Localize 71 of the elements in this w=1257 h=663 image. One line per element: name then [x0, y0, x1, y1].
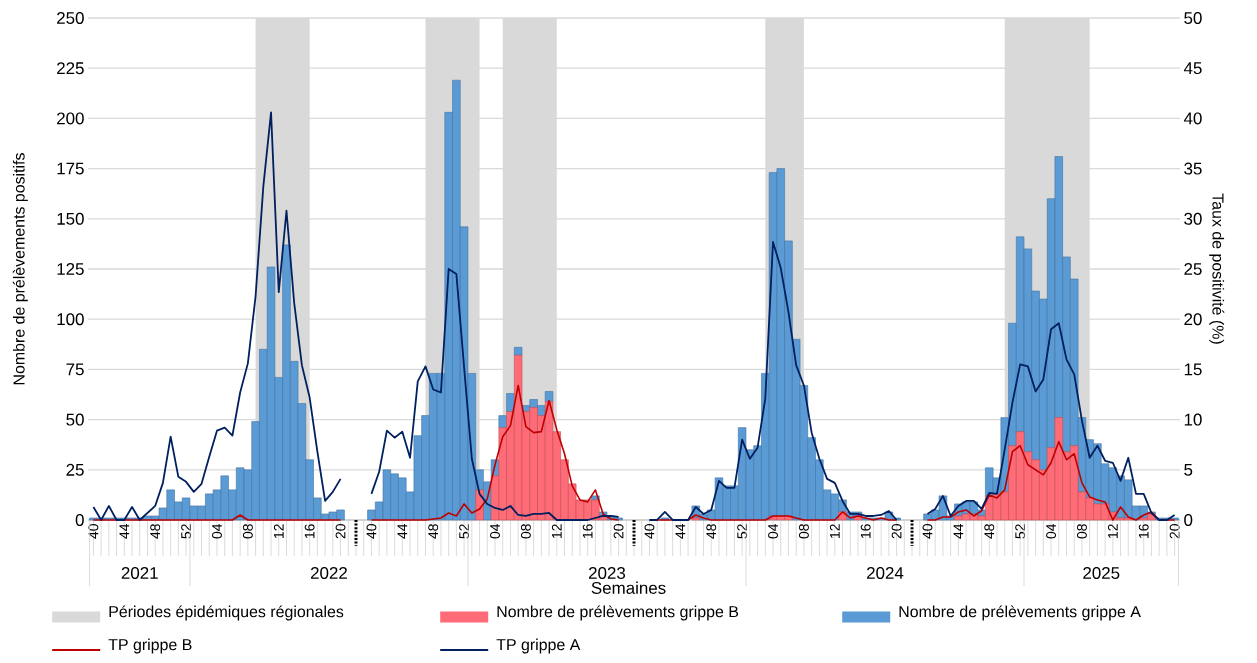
x-tick-label: 44	[953, 523, 964, 539]
x-tick-label: 52	[1015, 524, 1026, 539]
x-tick-label: 16	[582, 524, 593, 538]
y2-tick-label: 35	[1184, 162, 1202, 175]
text: 2021	[121, 567, 158, 579]
x-tick-label: 04	[1046, 523, 1056, 539]
x-tick-label: 12	[551, 524, 562, 538]
y2-tick-label: 45	[1183, 62, 1202, 75]
y-tick-label: 200	[57, 112, 84, 125]
y2-tick-label: 30	[1184, 212, 1202, 225]
y-tick-label: 0	[75, 514, 84, 526]
x-tick-label: 12	[829, 524, 840, 538]
legend-label: TP grippe B	[108, 638, 192, 654]
x-tick-label: 44	[675, 523, 686, 539]
x-tick-label: 20	[335, 524, 346, 539]
x-tick-label: 04	[490, 523, 500, 539]
x-tick-label: 44	[397, 523, 408, 539]
x-tick-label: 48	[984, 524, 995, 539]
y-tick-label: 225	[57, 62, 84, 75]
y2-tick-label: 25	[1184, 263, 1202, 275]
x-tick-label: 16	[304, 524, 315, 538]
y-tick-label: 25	[66, 463, 84, 476]
text: 2023	[589, 567, 626, 579]
y-tick-label: 50	[66, 413, 84, 426]
x-tick-label: 04	[212, 523, 222, 539]
y-tick-label: 150	[57, 212, 84, 225]
text: Périodes épidémiques régionales	[109, 605, 344, 621]
y-tick-label: 175	[57, 162, 84, 175]
x-tick-label: 40	[644, 524, 655, 539]
y2-axis-title: Taux de positivité (%)	[1209, 193, 1225, 344]
x-tick-label: 52	[459, 524, 470, 539]
text: 2022	[310, 567, 347, 579]
x-tick-label: 44	[119, 523, 130, 539]
y-tick-label: 100	[57, 313, 84, 326]
x-tick-label: 20	[891, 524, 902, 539]
y-axis-title: Nombre de prélèvements positifs	[12, 153, 28, 385]
legend-label: TP grippe A	[496, 638, 581, 654]
x-tick-label: 48	[150, 524, 161, 539]
legend-label: Nombre de prélèvements grippe B	[497, 605, 739, 621]
y2-tick-label: 50	[1184, 12, 1202, 24]
text: 2025	[1083, 567, 1120, 579]
x-tick-label: 08	[520, 524, 531, 539]
legend-label: Nombre de prélèvements grippe A	[899, 605, 1141, 621]
x-tick-label: 40	[922, 524, 933, 539]
text: 2024	[867, 567, 904, 579]
x-tick-label: 48	[428, 524, 439, 539]
x-tick-label: 52	[181, 524, 192, 539]
y2-tick-label: 0	[1184, 514, 1193, 526]
x-tick-label: 20	[613, 524, 624, 539]
x-tick-label: 08	[798, 524, 809, 539]
x-tick-label: 40	[88, 524, 99, 539]
x-tick-label: 20	[1169, 524, 1180, 539]
x-tick-label: 12	[1107, 524, 1118, 538]
x-tick-label: 40	[366, 524, 377, 539]
x-tick-label: 16	[860, 524, 871, 538]
x-tick-label: 16	[1138, 524, 1149, 538]
y2-tick-label: 40	[1183, 112, 1202, 125]
x-tick-label: 12	[273, 524, 284, 538]
y2-tick-label: 15	[1184, 363, 1202, 376]
y2-tick-label: 10	[1184, 413, 1202, 426]
x-tick-label: 48	[706, 524, 717, 539]
x-axis-title: Semaines	[591, 581, 666, 594]
x-tick-label: 04	[768, 523, 778, 539]
y-tick-label: 250	[57, 12, 84, 24]
x-tick-label: 52	[737, 524, 748, 539]
y-tick-label: 125	[57, 263, 84, 275]
x-tick-label: 08	[242, 524, 253, 539]
y2-tick-label: 5	[1184, 463, 1193, 476]
y2-tick-label: 20	[1184, 313, 1202, 326]
x-tick-label: 08	[1076, 524, 1087, 539]
y-tick-label: 75	[66, 363, 84, 376]
